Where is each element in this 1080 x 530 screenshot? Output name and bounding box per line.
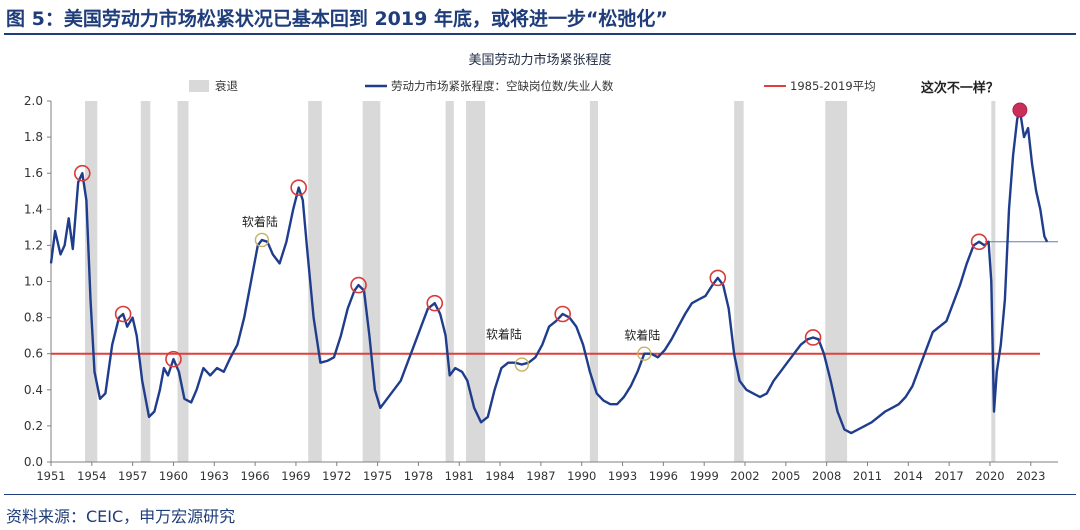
x-tick-label: 1966 xyxy=(240,469,269,483)
recession-bands xyxy=(85,101,996,462)
soft-landing-marker xyxy=(637,346,652,361)
x-tick-label: 1999 xyxy=(690,469,719,483)
footer-divider xyxy=(4,494,1076,495)
annotation-label: 这次不一样？ xyxy=(921,80,999,96)
peak-marker xyxy=(350,276,367,294)
y-tick-label: 0.0 xyxy=(24,455,43,469)
recession-band xyxy=(140,101,151,462)
y-tick-label: 1.4 xyxy=(24,202,43,216)
peak-marker xyxy=(114,305,132,323)
x-tick-label: 1972 xyxy=(322,469,351,483)
y-tick-label: 1.2 xyxy=(24,238,43,252)
x-tick-label: 2005 xyxy=(771,469,800,483)
peak-marker xyxy=(165,350,182,368)
recession-band xyxy=(177,101,189,462)
markers xyxy=(73,102,1028,372)
peak-marker xyxy=(73,164,91,182)
x-tick-label: 1960 xyxy=(159,469,188,483)
annotation-label: 软着陆 xyxy=(486,327,522,342)
recession-band xyxy=(362,101,381,462)
x-tick-label: 1969 xyxy=(281,469,310,483)
x-tick-label: 2002 xyxy=(730,469,759,483)
x-tick-label: 1996 xyxy=(649,469,678,483)
y-tick-label: 0.4 xyxy=(24,383,43,397)
axes: 0.0 0.2 0.4 0.6 0.8 1.0 1.2 1.4 1.6 1.8 2.0 1951 195… xyxy=(24,94,1058,483)
legend-label: 劳动力市场紧张程度：空缺岗位数/失业人数 xyxy=(391,79,614,93)
chart-title: 美国劳动力市场紧张程度 xyxy=(468,52,611,68)
x-tick-label: 1963 xyxy=(200,469,229,483)
peak-marker xyxy=(804,329,822,346)
x-tick-label: 1957 xyxy=(118,469,147,483)
peak-marker xyxy=(554,305,571,323)
y-tick-label: 0.8 xyxy=(24,311,43,325)
recession-band xyxy=(308,101,322,462)
title-divider xyxy=(4,33,1076,35)
x-tick-label: 1987 xyxy=(526,469,555,483)
recession-band xyxy=(466,101,486,462)
y-tick-label: 1.0 xyxy=(24,275,43,289)
annotation-label: 软着陆 xyxy=(624,328,660,343)
x-tick-label: 2008 xyxy=(812,469,841,483)
series-line-group xyxy=(49,108,1049,435)
x-tick-label: 1981 xyxy=(445,469,474,483)
average-line-group xyxy=(51,241,1058,355)
soft-landing-marker xyxy=(254,232,270,248)
recession-band xyxy=(445,101,454,462)
peak-marker xyxy=(426,294,444,312)
y-tick-label: 2.0 xyxy=(24,94,43,108)
x-tick-label: 1954 xyxy=(77,469,106,483)
y-tick-label: 0.6 xyxy=(24,347,43,361)
annotation-label: 软着陆 xyxy=(242,214,278,229)
y-tick-label: 1.6 xyxy=(24,166,43,180)
x-tick-label: 1975 xyxy=(363,469,392,483)
x-tick-label: 2014 xyxy=(894,469,923,483)
x-tick-label: 2017 xyxy=(934,469,963,483)
x-tick-label: 1990 xyxy=(567,469,596,483)
figure-title: 图 5：美国劳动力市场松紧状况已基本回到 2019 年底，或将进一步“松弛化” xyxy=(6,8,668,30)
y-tick-label: 1.8 xyxy=(24,130,43,144)
legend-label: 1985-2019平均 xyxy=(790,79,876,93)
x-tick-label: 1984 xyxy=(485,469,514,483)
x-tick-label: 2011 xyxy=(853,469,882,483)
legend-label: 衰退 xyxy=(215,79,238,93)
recession-band xyxy=(991,101,996,462)
peak-marker xyxy=(290,179,307,196)
recession-band xyxy=(825,101,848,462)
x-tick-label: 1951 xyxy=(36,469,65,483)
current-peak-marker xyxy=(1012,102,1028,118)
series-line xyxy=(49,108,1049,435)
peak-marker xyxy=(970,233,988,251)
y-tick-label: 0.2 xyxy=(24,419,43,433)
x-tick-label: 2023 xyxy=(1016,469,1045,483)
legend-recession-swatch xyxy=(189,80,209,92)
chart: 0.0 0.2 0.4 0.6 0.8 1.0 1.2 1.4 1.6 1.8 2.0 1951 195… xyxy=(24,52,1058,483)
source-note: 资料来源：CEIC，申万宏源研究 xyxy=(6,507,236,526)
peak-marker xyxy=(709,269,727,287)
recession-band xyxy=(589,101,599,462)
x-tick-label: 1978 xyxy=(404,469,433,483)
recession-band xyxy=(85,101,98,462)
x-tick-label: 1993 xyxy=(608,469,637,483)
x-tick-label: 2020 xyxy=(975,469,1004,483)
legend: 衰退 劳动力市场紧张程度：空缺岗位数/失业人数 1985-2019平均 xyxy=(189,79,876,93)
recession-band xyxy=(734,101,744,462)
soft-landing-marker xyxy=(514,357,530,372)
